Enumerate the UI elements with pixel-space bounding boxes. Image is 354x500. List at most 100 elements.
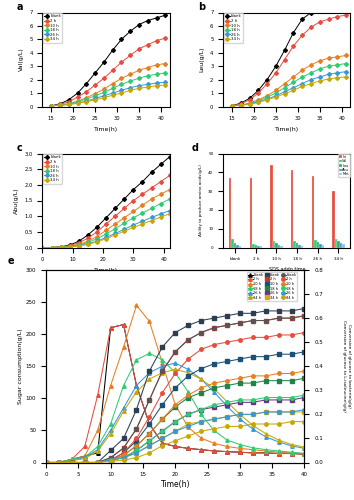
2 h xyxy=(96,392,100,398)
2 h xyxy=(96,460,100,466)
18 h xyxy=(147,350,152,356)
34 h xyxy=(137,86,141,91)
34 h xyxy=(93,97,97,103)
18 h xyxy=(70,456,74,462)
34 h xyxy=(49,103,53,109)
2 h xyxy=(70,456,74,462)
34 h xyxy=(44,460,48,466)
blank xyxy=(77,238,81,244)
18 h xyxy=(121,382,126,388)
10 h xyxy=(225,378,229,384)
2 h xyxy=(135,436,139,442)
2 h xyxy=(104,221,108,227)
2 h xyxy=(122,206,126,212)
blank xyxy=(147,368,152,374)
Bar xyxy=(316,242,319,248)
10 h xyxy=(186,392,190,398)
blank xyxy=(128,28,132,34)
Bar xyxy=(314,240,316,248)
26 h xyxy=(83,460,87,466)
2 h xyxy=(159,178,163,184)
10 h xyxy=(102,86,106,92)
Text: c: c xyxy=(17,142,23,152)
18 h xyxy=(276,394,281,400)
blank xyxy=(84,80,88,86)
2 h xyxy=(70,460,74,466)
2 h xyxy=(212,325,216,331)
34 h xyxy=(83,456,87,462)
Legend: blank, 2 h, 10 h, 18 h, 26 h, 34 h: blank, 2 h, 10 h, 18 h, 26 h, 34 h xyxy=(224,14,243,42)
2 h xyxy=(83,444,87,450)
34 h xyxy=(108,457,113,463)
34 h xyxy=(247,102,252,107)
2 h xyxy=(199,446,203,452)
18 h xyxy=(186,394,190,400)
blank xyxy=(173,330,177,336)
blank xyxy=(96,450,100,456)
26 h xyxy=(302,446,307,452)
Bar xyxy=(270,165,273,248)
Line: 18 h: 18 h xyxy=(41,198,171,249)
26 h xyxy=(256,99,261,105)
2 h xyxy=(84,88,88,94)
34 h xyxy=(276,437,281,443)
26 h xyxy=(290,409,294,415)
18 h xyxy=(290,394,294,400)
Bar xyxy=(275,243,278,248)
34 h xyxy=(67,102,71,107)
10 h xyxy=(276,370,281,376)
2 h xyxy=(274,70,278,76)
Bar xyxy=(335,239,337,248)
blank xyxy=(70,460,74,466)
10 h xyxy=(121,450,126,456)
2 h xyxy=(67,99,71,105)
2 h xyxy=(225,448,229,454)
34 h xyxy=(128,88,132,94)
18 h xyxy=(44,460,48,466)
Bar xyxy=(340,243,342,248)
blank xyxy=(186,337,190,343)
blank xyxy=(67,97,71,103)
34 h xyxy=(110,92,115,98)
18 h xyxy=(67,101,71,107)
26 h xyxy=(186,424,190,430)
18 h xyxy=(95,236,99,242)
2 h xyxy=(44,460,48,466)
blank xyxy=(251,450,255,456)
blank xyxy=(149,170,154,175)
26 h xyxy=(326,72,331,78)
18 h xyxy=(75,99,80,105)
2 h xyxy=(49,103,53,109)
26 h xyxy=(263,409,268,415)
10 h xyxy=(108,382,113,388)
18 h xyxy=(238,380,242,386)
34 h xyxy=(302,409,307,415)
10 h xyxy=(238,446,242,452)
26 h xyxy=(75,100,80,106)
18 h xyxy=(173,370,177,376)
10 h xyxy=(199,366,203,372)
blank xyxy=(186,322,190,328)
26 h xyxy=(77,242,81,248)
18 h xyxy=(326,63,331,69)
Legend: blank, 2 h, 10 h, 18 h, 26 h, 34 h, blank, 2 h, 10 h, 18 h, 26 h, 34 h, blank, 2: blank, 2 h, 10 h, 18 h, 26 h, 34 h, blan… xyxy=(247,272,297,300)
blank xyxy=(199,318,203,324)
18 h xyxy=(57,460,61,466)
Bar xyxy=(293,241,296,248)
34 h xyxy=(135,454,139,460)
Line: blank: blank xyxy=(44,323,306,464)
34 h xyxy=(212,386,216,392)
26 h xyxy=(276,409,281,415)
blank xyxy=(318,6,322,12)
34 h xyxy=(290,418,294,424)
26 h xyxy=(137,82,141,88)
Bar xyxy=(229,178,232,248)
blank xyxy=(70,460,74,466)
18 h xyxy=(212,428,216,434)
26 h xyxy=(122,226,126,232)
Y-axis label: Leu(g/L): Leu(g/L) xyxy=(200,46,205,72)
Legend: blank, 2 h, 10 h, 18 h, 26 h, 34 h: blank, 2 h, 10 h, 18 h, 26 h, 34 h xyxy=(43,14,62,42)
Y-axis label: Abu(g/L): Abu(g/L) xyxy=(14,187,19,214)
Text: e: e xyxy=(7,256,14,266)
10 h xyxy=(344,52,348,59)
